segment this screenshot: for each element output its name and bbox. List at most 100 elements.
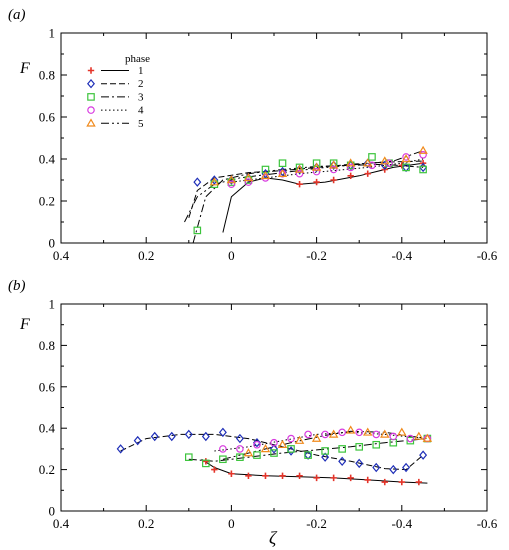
data-point-phase-1 — [364, 476, 371, 484]
legend-label: 2 — [138, 78, 144, 90]
data-point-phase-1 — [347, 172, 354, 179]
data-point-phase-4 — [219, 445, 227, 453]
data-point-phase-2 — [363, 158, 372, 168]
data-point-phase-2 — [210, 175, 219, 185]
data-point-phase-5 — [414, 431, 424, 440]
y-tick-label: 0.2 — [39, 194, 55, 209]
y-tick-label: 0.8 — [39, 68, 55, 83]
data-point-phase-4 — [236, 445, 244, 453]
data-point-phase-1 — [347, 474, 354, 482]
data-point-phase-2 — [116, 444, 125, 454]
data-point-phase-3 — [389, 438, 398, 447]
data-point-phase-1 — [262, 472, 269, 480]
y-tick-label: 0 — [49, 236, 56, 251]
legend-marker — [87, 67, 95, 74]
data-point-phase-3 — [202, 459, 210, 468]
data-point-phase-5 — [345, 425, 356, 434]
fit-curve-phase-1 — [222, 162, 424, 233]
data-point-phase-5 — [397, 427, 407, 436]
data-point-phase-2 — [338, 456, 347, 467]
data-point-phase-2 — [402, 462, 411, 473]
x-tick-label: -0.2 — [306, 516, 327, 531]
data-point-phase-4 — [338, 428, 346, 437]
data-point-phase-5 — [243, 448, 254, 457]
data-point-phase-5 — [209, 177, 220, 186]
panel-a-data-points — [193, 145, 428, 235]
data-point-phase-3 — [193, 226, 202, 235]
data-point-phase-2 — [184, 429, 193, 440]
data-point-phase-5 — [243, 173, 254, 182]
data-point-phase-5 — [362, 427, 373, 436]
data-point-phase-2 — [235, 433, 244, 444]
data-point-phase-2 — [270, 444, 278, 454]
x-axis-label: ζ — [269, 528, 278, 548]
data-point-phase-2 — [295, 164, 304, 175]
y-tick-label: 0.2 — [39, 462, 55, 477]
data-point-phase-2 — [150, 431, 159, 442]
data-point-phase-2 — [321, 452, 330, 462]
panel-b: (b) F 0.4 0.2 0 -0.2 -0.4 -0.6 0 0.2 0.4 0.6 0.8 1 — [8, 278, 498, 531]
data-point-phase-3 — [270, 449, 278, 457]
data-point-phase-3 — [402, 163, 410, 172]
data-point-phase-5 — [294, 435, 305, 444]
panel-a-y-axis-label: F — [19, 60, 30, 77]
data-point-phase-5 — [260, 444, 271, 453]
data-point-phase-2 — [201, 431, 210, 442]
data-point-phase-3 — [321, 447, 329, 455]
data-point-phase-2 — [329, 160, 338, 171]
legend-marker — [86, 118, 96, 127]
x-tick-label: 0.2 — [138, 248, 154, 263]
legend-marker — [87, 78, 95, 89]
fit-curve-phase-1 — [201, 458, 428, 484]
data-point-phase-2 — [402, 162, 411, 173]
y-tick-label: 0.4 — [39, 421, 56, 436]
data-point-phase-5 — [328, 160, 339, 169]
x-tick-label: -0.2 — [306, 248, 327, 263]
data-point-phase-2 — [389, 464, 398, 475]
x-tick-label: -0.6 — [477, 248, 498, 263]
data-point-phase-1 — [211, 466, 218, 473]
data-point-phase-1 — [296, 181, 303, 188]
data-point-phase-5 — [260, 170, 271, 180]
legend-label: 3 — [138, 91, 144, 103]
data-point-phase-3 — [185, 453, 193, 461]
data-point-phase-5 — [418, 145, 428, 154]
data-point-phase-2 — [252, 437, 261, 448]
data-point-phase-3 — [278, 159, 287, 168]
data-point-phase-3 — [355, 443, 364, 451]
data-point-phase-2 — [372, 462, 381, 473]
data-point-phase-3 — [312, 159, 321, 168]
data-point-phase-2 — [355, 458, 364, 469]
panel-b-label: (b) — [8, 278, 26, 294]
data-point-phase-1 — [279, 472, 286, 480]
data-point-phase-4 — [244, 178, 253, 186]
data-point-phase-3 — [419, 165, 427, 174]
legend-marker — [87, 106, 95, 114]
data-point-phase-4 — [295, 169, 304, 178]
legend-entry-phase-4: 4 — [87, 105, 144, 117]
data-point-phase-3 — [304, 451, 312, 459]
data-point-phase-5 — [362, 158, 373, 167]
data-point-phase-2 — [278, 166, 287, 177]
x-tick-label: 0 — [228, 516, 235, 531]
y-tick-label: 1 — [49, 26, 56, 41]
data-point-phase-1 — [415, 478, 423, 486]
x-tick-label: -0.6 — [477, 516, 498, 531]
plot-frame — [60, 303, 488, 512]
legend-entry-phase-1: 1 — [87, 65, 144, 77]
data-point-phase-4 — [287, 434, 295, 443]
data-point-phase-4 — [355, 428, 364, 437]
data-point-phase-5 — [328, 429, 339, 438]
data-point-phase-2 — [419, 450, 428, 460]
data-point-phase-5 — [311, 433, 322, 442]
panel-a-label: (a) — [8, 7, 26, 23]
data-point-phase-4 — [321, 430, 329, 439]
data-point-phase-1 — [228, 470, 235, 477]
data-point-phase-2 — [133, 435, 142, 446]
data-point-phase-2 — [167, 431, 176, 442]
fit-curve-phase-4 — [231, 158, 424, 183]
data-point-phase-1 — [313, 474, 320, 482]
panel-a-axes: 0.4 0.2 0 -0.2 -0.4 -0.6 0 0.2 0.4 0.6 0.8 1 — [39, 26, 498, 264]
data-point-phase-5 — [380, 429, 390, 438]
